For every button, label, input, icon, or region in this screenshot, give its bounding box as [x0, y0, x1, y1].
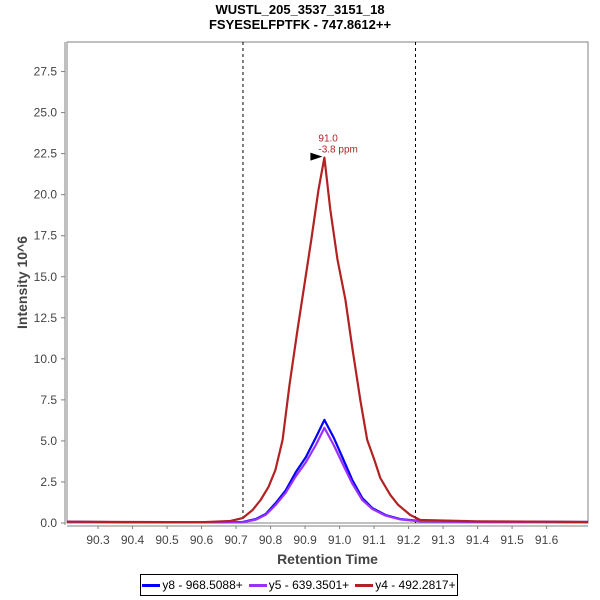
series-line-y4: [66, 156, 589, 524]
x-tick-label: 90.5: [155, 533, 179, 547]
y-tick-label: 12.5: [34, 311, 58, 325]
x-tick-label: 90.6: [190, 533, 214, 547]
x-tick-label: 91.0: [328, 533, 352, 547]
series-line-y5: [66, 426, 589, 524]
legend-label: y4 - 492.2817+: [375, 578, 456, 592]
plot-area: [66, 41, 589, 524]
peak-arrow-icon: [310, 152, 323, 161]
peak-ppm-label: -3.8 ppm: [318, 145, 357, 156]
legend: y8 - 968.5088+ y5 - 639.3501+ y4 - 492.281…: [140, 574, 458, 596]
y-tick-label: 15.0: [34, 270, 58, 284]
peak-rt-label: 91.0: [318, 134, 338, 145]
y-tick-label: 20.0: [34, 188, 58, 202]
x-tick-label: 90.4: [121, 533, 145, 547]
y-tick-label: 10.0: [34, 352, 58, 366]
legend-swatch: [142, 583, 161, 587]
chart-title: WUSTL_205_3537_3151_18: [215, 2, 385, 17]
x-tick-label: 91.2: [397, 533, 421, 547]
legend-item: y4 - 492.2817+: [355, 578, 456, 592]
y-tick-label: 2.5: [40, 475, 57, 489]
y-tick-label: 5.0: [40, 434, 57, 448]
x-tick-label: 90.3: [86, 533, 110, 547]
y-tick-label: 22.5: [34, 147, 58, 161]
y-tick-label: 17.5: [34, 229, 58, 243]
x-tick-label: 90.7: [224, 533, 248, 547]
legend-label: y8 - 968.5088+: [162, 578, 243, 592]
x-tick-label: 91.1: [362, 533, 386, 547]
legend-swatch: [248, 583, 267, 587]
x-tick-label: 91.4: [466, 533, 490, 547]
y-tick-label: 27.5: [34, 65, 58, 79]
chart-subtitle: FSYESELFPTFK - 747.8612++: [208, 17, 392, 32]
legend-item: y8 - 968.5088+: [142, 578, 243, 592]
x-tick-label: 91.3: [431, 533, 455, 547]
y-axis-label: Intensity 10^6: [14, 236, 30, 329]
x-tick-label: 91.5: [500, 533, 524, 547]
legend-item: y5 - 639.3501+: [248, 578, 350, 592]
y-tick-label: 25.0: [34, 106, 58, 120]
x-tick-label: 90.8: [259, 533, 283, 547]
x-axis-label: Retention Time: [277, 551, 378, 567]
y-tick-label: 7.5: [40, 393, 57, 407]
x-tick-label: 90.9: [293, 533, 317, 547]
x-tick-label: 91.6: [535, 533, 559, 547]
y-tick-label: 0.0: [40, 516, 57, 530]
legend-label: y5 - 639.3501+: [268, 578, 350, 592]
legend-swatch: [355, 583, 374, 587]
